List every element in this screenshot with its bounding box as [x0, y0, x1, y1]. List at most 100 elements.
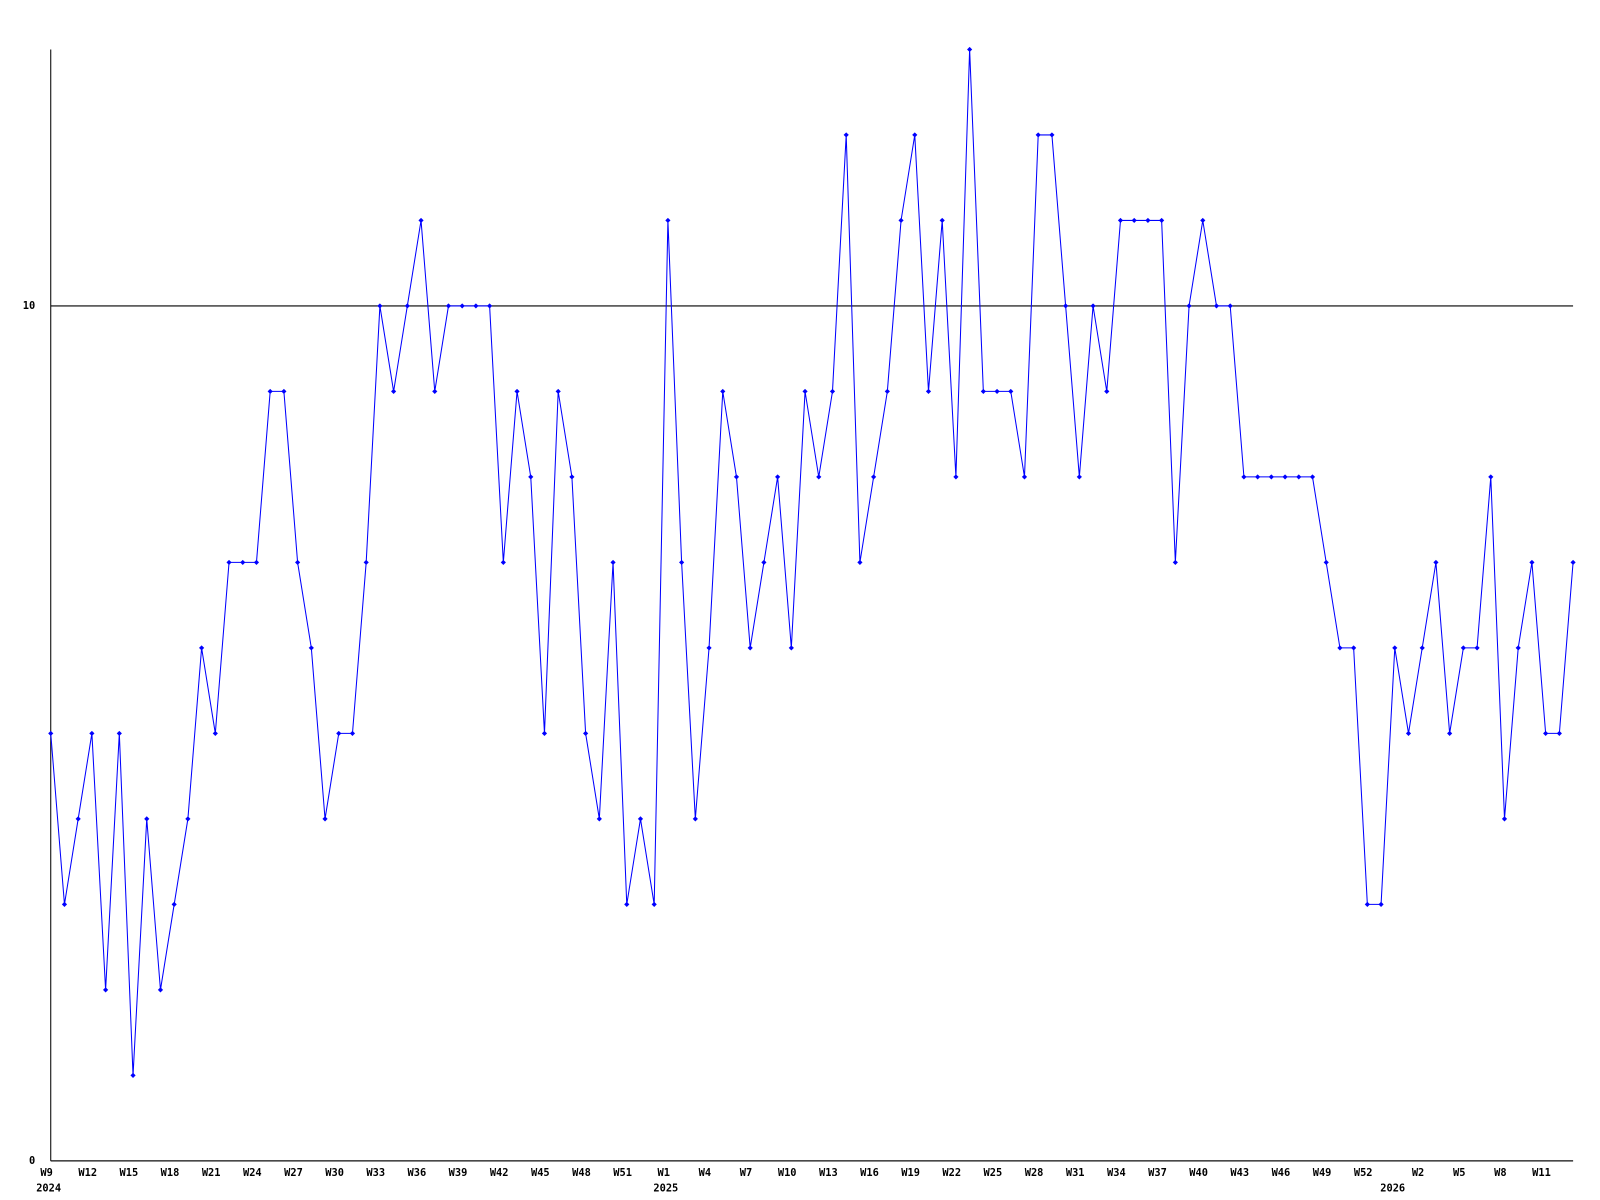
data-point — [89, 730, 95, 736]
data-point — [1405, 730, 1412, 736]
data-point — [1501, 816, 1508, 822]
data-point — [1515, 645, 1521, 651]
data-point — [1227, 303, 1233, 309]
data-point — [624, 901, 630, 907]
x-tick-label: W24 — [243, 1167, 262, 1179]
x-tick-label: W49 — [1313, 1167, 1332, 1179]
data-point — [1063, 303, 1069, 309]
data-point — [1200, 217, 1206, 224]
x-tick-label: W25 — [984, 1167, 1003, 1179]
x-tick-label: W30 — [325, 1167, 344, 1179]
x-tick-label: W18 — [161, 1167, 180, 1179]
data-point — [925, 388, 932, 394]
data-point — [967, 46, 973, 53]
data-point — [404, 303, 410, 309]
data-point — [1364, 901, 1370, 907]
data-point — [1241, 474, 1247, 480]
data-point — [1008, 388, 1014, 394]
data-point — [377, 303, 383, 309]
data-point — [48, 730, 54, 736]
data-point — [788, 645, 794, 651]
data-point — [308, 645, 314, 651]
data-point — [898, 217, 904, 224]
data-point — [1035, 132, 1041, 138]
data-point — [1021, 474, 1028, 480]
data-point — [1556, 730, 1562, 736]
data-point — [1543, 730, 1549, 736]
x-tick-label: W22 — [942, 1167, 961, 1179]
y-tick-label: 0 — [29, 1155, 35, 1167]
data-point — [103, 987, 109, 993]
data-point — [295, 559, 301, 565]
data-point — [1104, 388, 1110, 394]
data-point — [212, 730, 218, 736]
year-label: 2026 — [1380, 1183, 1405, 1195]
x-tick-label: W13 — [819, 1167, 838, 1179]
x-tick-label: W43 — [1230, 1167, 1249, 1179]
data-point — [1323, 559, 1329, 565]
data-point — [583, 730, 589, 736]
data-point — [1309, 474, 1316, 480]
data-point — [980, 388, 986, 394]
data-point — [610, 559, 616, 565]
data-point — [75, 816, 81, 822]
data-point — [857, 559, 863, 565]
x-tick-label: W16 — [860, 1167, 879, 1179]
x-tick-label: W5 — [1453, 1167, 1465, 1179]
data-point — [1447, 730, 1453, 736]
x-tick-label: W28 — [1025, 1167, 1044, 1179]
data-point — [884, 388, 890, 394]
data-point — [939, 217, 945, 224]
data-point — [336, 730, 342, 736]
data-point — [706, 645, 712, 651]
data-point — [1474, 645, 1480, 651]
data-point — [1255, 474, 1261, 480]
x-tick-label: W27 — [284, 1167, 303, 1179]
x-tick-label: W12 — [78, 1167, 97, 1179]
data-point — [596, 816, 602, 822]
data-point — [829, 388, 836, 394]
x-tick-label: W42 — [490, 1167, 509, 1179]
data-point — [528, 474, 534, 480]
data-point — [692, 816, 698, 822]
data-point — [487, 303, 493, 309]
data-point — [555, 388, 561, 394]
data-point — [322, 816, 328, 822]
year-label: 2025 — [653, 1183, 678, 1195]
x-tick-label: W52 — [1354, 1167, 1373, 1179]
data-point — [1268, 474, 1274, 480]
data-point — [240, 559, 246, 565]
data-point — [267, 388, 273, 394]
data-point — [226, 559, 232, 565]
x-tick-label: W10 — [778, 1167, 797, 1179]
x-tick-label: W4 — [699, 1167, 711, 1179]
data-point — [130, 1072, 136, 1078]
x-tick-label: W21 — [202, 1167, 221, 1179]
data-point — [1076, 474, 1082, 480]
data-point — [253, 559, 260, 565]
data-point — [637, 816, 644, 822]
data-point — [1213, 303, 1220, 309]
data-point — [1337, 645, 1343, 651]
data-point — [1419, 645, 1425, 651]
data-point — [651, 901, 657, 907]
data-point — [733, 474, 740, 480]
data-point — [432, 388, 438, 394]
x-tick-label: W48 — [572, 1167, 591, 1179]
x-tick-label: W15 — [120, 1167, 139, 1179]
data-point — [157, 987, 164, 993]
data-point — [144, 816, 150, 822]
data-point — [199, 645, 205, 651]
data-point — [912, 132, 918, 138]
data-point — [171, 901, 177, 907]
data-point — [994, 388, 1000, 394]
x-tick-label: W45 — [531, 1167, 550, 1179]
data-point — [391, 388, 397, 394]
data-point — [281, 388, 287, 394]
data-point — [816, 474, 822, 480]
x-tick-label: W37 — [1148, 1167, 1167, 1179]
data-point — [116, 730, 122, 736]
x-tick-label: W8 — [1494, 1167, 1506, 1179]
data-point — [459, 303, 465, 309]
